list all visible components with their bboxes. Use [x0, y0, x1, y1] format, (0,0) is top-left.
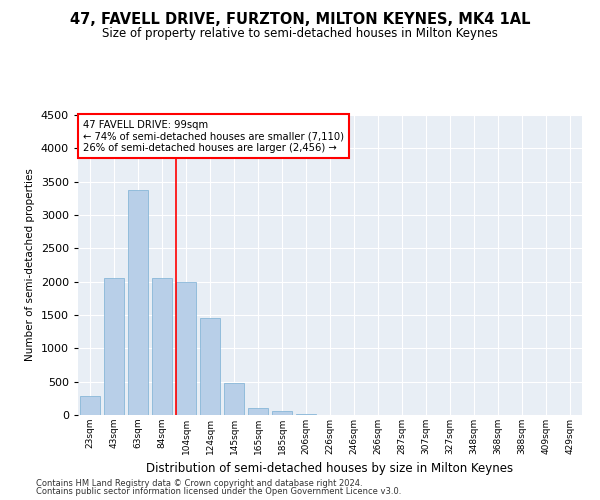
- Text: 47 FAVELL DRIVE: 99sqm
← 74% of semi-detached houses are smaller (7,110)
26% of : 47 FAVELL DRIVE: 99sqm ← 74% of semi-det…: [83, 120, 344, 152]
- Bar: [104, 278, 124, 415]
- Bar: [80, 396, 100, 415]
- Bar: [176, 282, 196, 415]
- Bar: [128, 190, 148, 415]
- Text: Size of property relative to semi-detached houses in Milton Keynes: Size of property relative to semi-detach…: [102, 28, 498, 40]
- Bar: [224, 383, 244, 415]
- Text: 47, FAVELL DRIVE, FURZTON, MILTON KEYNES, MK4 1AL: 47, FAVELL DRIVE, FURZTON, MILTON KEYNES…: [70, 12, 530, 28]
- Bar: [296, 414, 316, 415]
- Bar: [200, 318, 220, 415]
- Text: Contains public sector information licensed under the Open Government Licence v3: Contains public sector information licen…: [36, 487, 401, 496]
- Bar: [272, 412, 292, 415]
- Bar: [248, 408, 268, 415]
- X-axis label: Distribution of semi-detached houses by size in Milton Keynes: Distribution of semi-detached houses by …: [146, 462, 514, 475]
- Text: Contains HM Land Registry data © Crown copyright and database right 2024.: Contains HM Land Registry data © Crown c…: [36, 478, 362, 488]
- Y-axis label: Number of semi-detached properties: Number of semi-detached properties: [25, 168, 35, 362]
- Bar: [152, 278, 172, 415]
